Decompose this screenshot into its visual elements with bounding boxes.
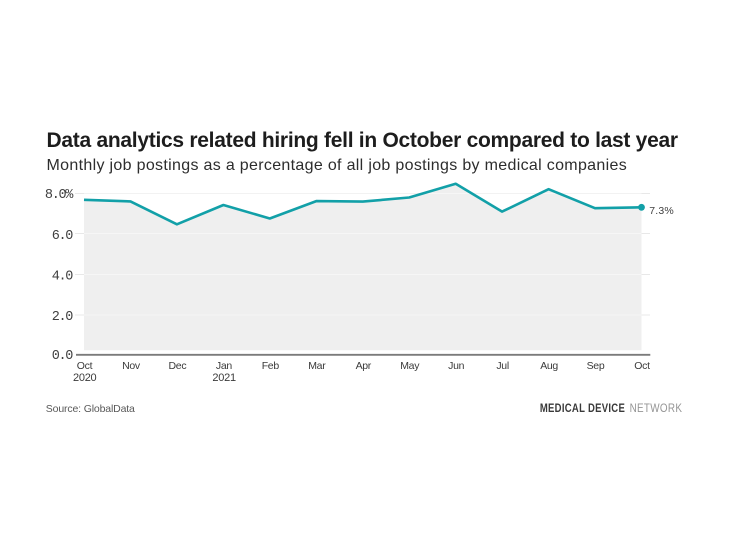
svg-text:Oct: Oct — [77, 360, 93, 372]
svg-text:Jan: Jan — [216, 360, 232, 372]
svg-text:Mar: Mar — [308, 360, 326, 372]
svg-text:Jun: Jun — [448, 360, 464, 372]
svg-text:Aug: Aug — [540, 360, 558, 372]
svg-text:2020: 2020 — [73, 372, 97, 384]
svg-text:Feb: Feb — [262, 360, 280, 372]
svg-text:May: May — [400, 360, 420, 372]
svg-text:Oct: Oct — [634, 360, 650, 372]
svg-text:2021: 2021 — [212, 372, 236, 384]
svg-text:2.0: 2.0 — [52, 310, 74, 325]
svg-text:Sep: Sep — [587, 360, 605, 372]
svg-text:0.0: 0.0 — [52, 349, 74, 364]
svg-text:7.3%: 7.3% — [649, 205, 674, 217]
svg-text:8.0%: 8.0% — [45, 188, 74, 203]
svg-text:Nov: Nov — [122, 360, 141, 372]
svg-text:6.0: 6.0 — [52, 229, 74, 244]
svg-text:Jul: Jul — [496, 360, 509, 372]
svg-text:Apr: Apr — [356, 360, 372, 372]
svg-text:4.0: 4.0 — [52, 269, 74, 284]
svg-text:Dec: Dec — [169, 360, 187, 372]
